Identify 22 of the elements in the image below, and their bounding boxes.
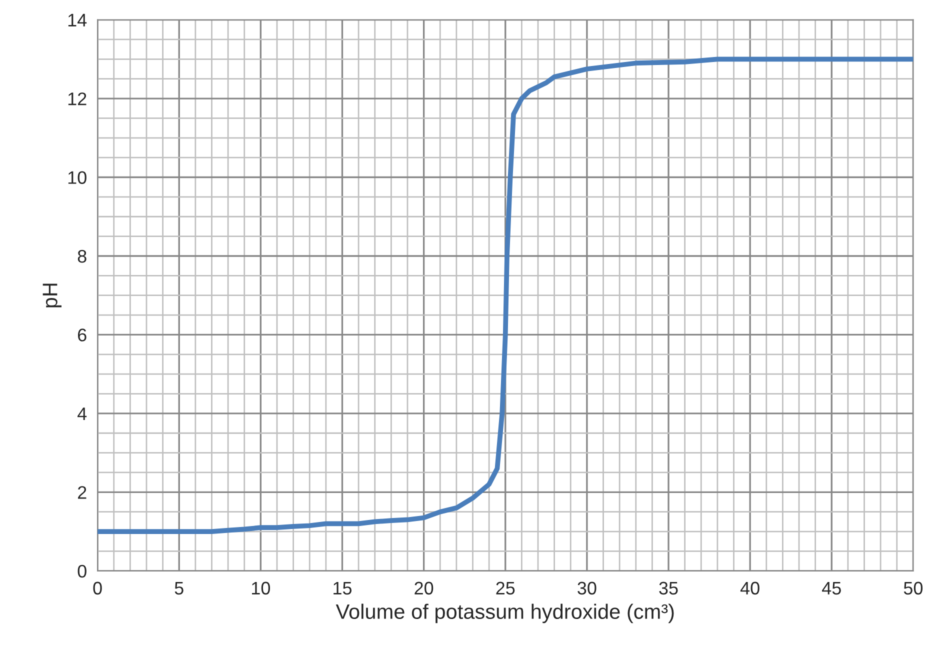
y-tick-label: 8 [78,250,86,263]
x-tick-label: 15 [334,582,352,595]
x-tick-label: 0 [93,582,102,595]
x-tick-label: 25 [496,582,515,595]
x-tick-label: 35 [659,582,678,595]
x-tick-label: 20 [414,582,434,595]
x-tick-label: 40 [740,582,760,595]
x-tick-label: 45 [822,582,841,595]
y-tick-label: 12 [68,92,86,106]
y-tick-label: 4 [78,408,87,420]
x-tick-label: 10 [252,582,270,595]
y-tick-label: 14 [68,14,87,26]
x-tick-label: 5 [174,582,184,595]
y-tick-label: 10 [68,171,86,184]
y-tick-label: 2 [78,486,86,499]
x-tick-label: 50 [904,582,923,595]
x-axis-title: Volume of potassum hydroxide (cm³) [336,604,674,624]
x-tick-label: 30 [578,582,596,595]
y-tick-label: 6 [78,328,86,342]
y-tick-label: 0 [78,564,86,578]
line-series [98,56,914,534]
y-axis-title: pH [42,284,62,308]
